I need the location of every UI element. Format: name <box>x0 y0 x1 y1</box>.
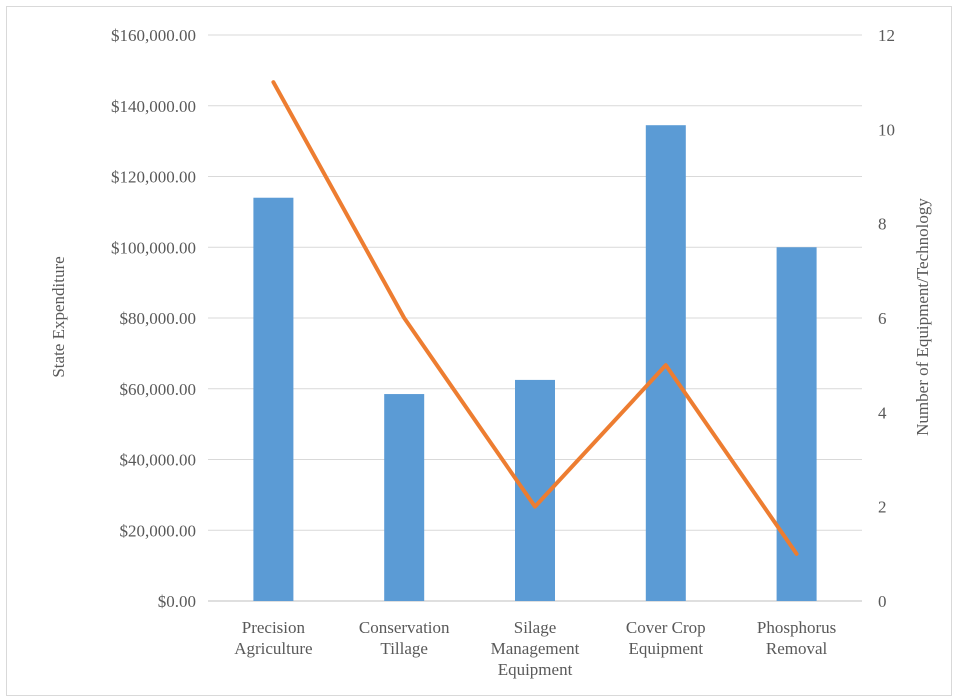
left-axis-tick-label: $40,000.00 <box>120 451 197 470</box>
right-axis-title: Number of Equipment/Technology <box>913 198 932 436</box>
line-series <box>271 80 799 556</box>
category-axis-labels: Precision Agriculture Conservation Tillage S… <box>234 618 836 679</box>
right-axis-tick-label: 2 <box>878 498 887 517</box>
left-axis-tick-label: $20,000.00 <box>120 521 197 540</box>
right-axis-tick-label: 12 <box>878 26 895 45</box>
right-axis-tick-label: 4 <box>878 403 887 422</box>
left-axis-tick-label: $80,000.00 <box>120 309 197 328</box>
category-label: Cover Crop Equipment <box>626 618 706 658</box>
left-axis-tick-label: $100,000.00 <box>111 238 196 257</box>
line-point <box>665 364 667 366</box>
left-axis-tick-label: $120,000.00 <box>111 168 196 187</box>
line-point <box>796 553 798 555</box>
category-label: Phosphorus Removal <box>757 618 836 658</box>
left-axis-title: State Expenditure <box>49 256 68 377</box>
category-label: Precision Agriculture <box>234 618 312 658</box>
gridlines <box>208 34 862 602</box>
right-axis-tick-label: 8 <box>878 215 887 234</box>
left-axis-ticks: $0.00 $20,000.00 $40,000.00 $60,000.00 $80,0… <box>111 26 196 611</box>
right-axis-tick-label: 0 <box>878 592 887 611</box>
right-axis-tick-label: 6 <box>878 309 887 328</box>
line-point <box>403 317 405 319</box>
bar <box>645 125 686 602</box>
line-point <box>272 81 274 83</box>
left-axis-tick-label: $140,000.00 <box>111 97 196 116</box>
left-axis-tick-label: $60,000.00 <box>120 380 197 399</box>
category-label: Silage Management Equipment <box>491 618 580 679</box>
left-axis-tick-label: $160,000.00 <box>111 26 196 45</box>
line-point <box>534 506 536 508</box>
left-axis-tick-label: $0.00 <box>158 592 196 611</box>
bar <box>776 247 817 601</box>
category-label: Conservation Tillage <box>359 618 450 658</box>
right-axis-ticks: 0 2 4 6 8 10 12 <box>878 26 895 611</box>
bar <box>384 394 425 601</box>
right-axis-tick-label: 10 <box>878 120 895 139</box>
bar <box>253 197 294 601</box>
